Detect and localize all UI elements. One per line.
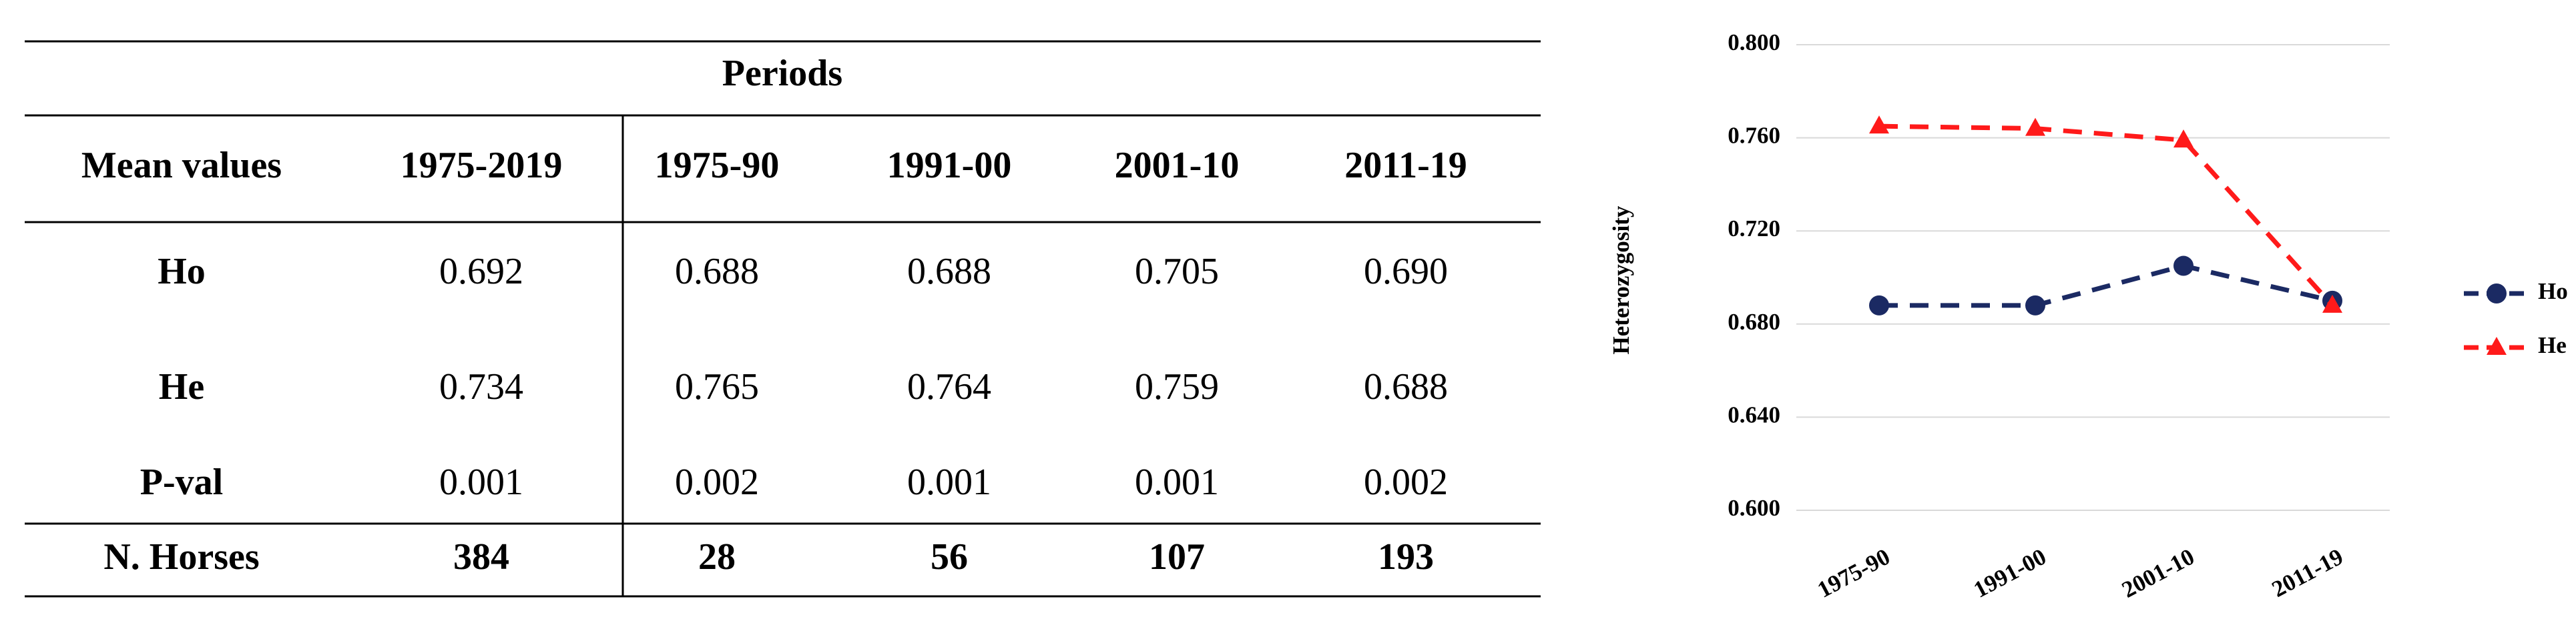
y-tick-label: 0.640 bbox=[1728, 402, 1780, 428]
cell: 0.001 bbox=[1135, 462, 1219, 503]
y-axis-label: Heterozygosity bbox=[1608, 205, 1634, 354]
cell: 0.705 bbox=[1135, 251, 1219, 292]
series-line bbox=[1878, 123, 2334, 307]
point bbox=[2322, 294, 2342, 313]
column-header: 1975-90 bbox=[655, 145, 780, 186]
column-header: 1991-00 bbox=[887, 145, 1012, 186]
cell: 0.001 bbox=[439, 462, 523, 503]
x-tick-label: 2001-10 bbox=[2117, 544, 2198, 603]
cell: 0.001 bbox=[907, 462, 991, 503]
row-label: N. Horses bbox=[103, 536, 259, 578]
legend-label: He bbox=[2538, 332, 2567, 358]
cell: 0.765 bbox=[675, 366, 759, 408]
column-header: 2011-19 bbox=[1344, 145, 1467, 186]
point bbox=[1869, 115, 1889, 134]
cell: 384 bbox=[453, 536, 509, 578]
cell: 0.002 bbox=[675, 462, 759, 503]
cell: 0.734 bbox=[439, 366, 523, 408]
cell: 28 bbox=[698, 536, 736, 578]
y-tick-label: 0.760 bbox=[1728, 123, 1780, 149]
cell: 0.688 bbox=[907, 251, 991, 292]
cell: 0.692 bbox=[439, 251, 523, 292]
y-tick-label: 0.600 bbox=[1728, 495, 1780, 521]
point bbox=[2025, 295, 2045, 316]
point bbox=[1869, 295, 1889, 316]
cell: 0.759 bbox=[1135, 366, 1219, 408]
point bbox=[2173, 255, 2194, 276]
cell: 0.002 bbox=[1364, 462, 1448, 503]
cell: 56 bbox=[931, 536, 968, 578]
legend-label: Ho bbox=[2538, 278, 2568, 304]
legend-marker bbox=[2487, 337, 2507, 355]
column-header: 1975-2019 bbox=[401, 145, 563, 186]
row-label: Ho bbox=[158, 251, 206, 292]
table: Periods bbox=[25, 40, 1541, 598]
column-header: Mean values bbox=[81, 145, 282, 186]
cell: 0.690 bbox=[1364, 251, 1448, 292]
row-label: He bbox=[159, 366, 204, 408]
row-label: P-val bbox=[140, 462, 223, 503]
y-tick-label: 0.720 bbox=[1728, 215, 1780, 241]
x-tick-label: 1991-00 bbox=[1969, 544, 2050, 603]
cell: 0.764 bbox=[907, 366, 991, 408]
x-tick-label: 2011-19 bbox=[2268, 544, 2348, 602]
column-header: 2001-10 bbox=[1115, 145, 1240, 186]
cell: 0.688 bbox=[1364, 366, 1448, 408]
point bbox=[2025, 117, 2045, 136]
point bbox=[2173, 129, 2194, 148]
legend-marker bbox=[2487, 283, 2507, 303]
cell: 193 bbox=[1378, 536, 1434, 578]
chart: Heterozygosity bbox=[1608, 205, 1634, 354]
x-tick-label: 1975-90 bbox=[1813, 544, 1894, 603]
cell: 0.688 bbox=[675, 251, 759, 292]
cell: 107 bbox=[1149, 536, 1205, 578]
group-header: Periods bbox=[722, 53, 842, 94]
series-line bbox=[1879, 263, 2333, 308]
y-tick-label: 0.680 bbox=[1728, 309, 1780, 335]
y-tick-label: 0.800 bbox=[1728, 29, 1780, 55]
